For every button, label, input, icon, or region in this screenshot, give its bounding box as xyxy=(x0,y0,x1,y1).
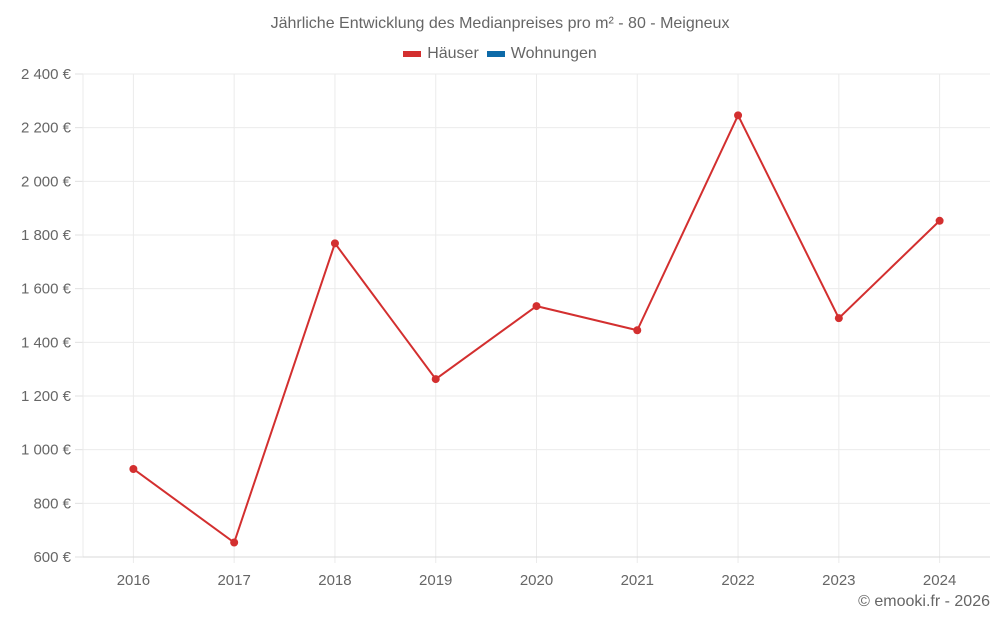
chart-title: Jährliche Entwicklung des Medianpreises … xyxy=(270,15,730,32)
x-tick-label: 2016 xyxy=(117,572,150,589)
x-tick-label: 2024 xyxy=(923,572,956,589)
x-tick-label: 2022 xyxy=(721,572,754,589)
x-tick-label: 2019 xyxy=(419,572,452,589)
data-point[interactable] xyxy=(734,111,743,120)
legend-label-apartments: Wohnungen xyxy=(510,45,597,62)
legend-item-houses[interactable]: Häuser xyxy=(403,45,479,63)
credit-text: © emooki.fr - 2026 xyxy=(858,593,990,610)
data-point[interactable] xyxy=(230,538,239,547)
data-point[interactable] xyxy=(834,314,843,323)
legend: Häuser Wohnungen xyxy=(0,45,1000,63)
legend-swatch-houses xyxy=(403,51,422,57)
data-point[interactable] xyxy=(532,302,541,311)
x-tick-label: 2018 xyxy=(318,572,351,589)
y-tick-label: 2 200 € xyxy=(21,120,72,137)
y-tick-label: 800 € xyxy=(33,495,71,512)
x-tick-label: 2020 xyxy=(520,572,553,589)
y-axis: 600 € 800 € 1 000 € 1 200 € 1 400 € 1 600 € 1 … xyxy=(21,66,72,566)
legend-label-houses: Häuser xyxy=(427,45,479,62)
series-houses xyxy=(129,111,944,547)
y-tick-label: 1 400 € xyxy=(21,334,72,351)
data-point[interactable] xyxy=(330,239,339,248)
data-point[interactable] xyxy=(935,216,944,225)
y-tick-label: 1 200 € xyxy=(21,388,72,405)
y-tick-label: 1 600 € xyxy=(21,281,72,298)
x-tick-label: 2021 xyxy=(621,572,654,589)
y-tick-label: 1 800 € xyxy=(21,227,72,244)
y-tick-label: 2 000 € xyxy=(21,173,72,190)
grid-lines xyxy=(75,73,990,563)
x-tick-label: 2017 xyxy=(217,572,250,589)
y-tick-label: 2 400 € xyxy=(21,66,72,83)
x-tick-label: 2023 xyxy=(822,572,855,589)
x-axis: 2016 2017 2018 2019 2020 2021 2022 2023 2024 xyxy=(117,572,957,589)
y-tick-label: 1 000 € xyxy=(21,442,72,459)
legend-swatch-apartments xyxy=(486,51,505,57)
y-tick-label: 600 € xyxy=(33,549,71,566)
data-point[interactable] xyxy=(431,375,440,384)
legend-item-apartments[interactable]: Wohnungen xyxy=(486,45,597,63)
data-point[interactable] xyxy=(633,326,642,335)
data-point[interactable] xyxy=(129,464,138,473)
